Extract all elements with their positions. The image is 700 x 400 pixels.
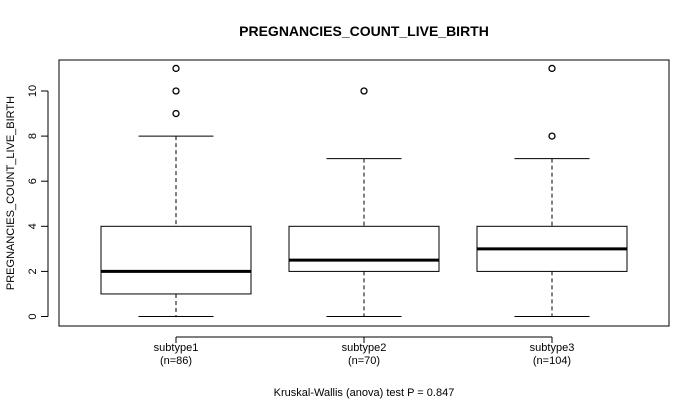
outlier-point (172, 64, 180, 73)
outlier-point (172, 109, 180, 118)
x-axis-label: Kruskal-Wallis (anova) test P = 0.847 (274, 387, 455, 399)
x-axis: subtype1(n=86) subtype2(n=70) subtype3(n=1… (154, 336, 575, 367)
iqr-box (288, 225, 440, 272)
y-tick-label: 4 (27, 223, 39, 229)
y-tick-label: 10 (27, 85, 39, 97)
outlier-point (172, 87, 180, 95)
y-tick-label: 8 (27, 133, 39, 139)
box-group-subtype3 (476, 64, 628, 317)
outlier-point (360, 87, 368, 95)
box-group-subtype1 (100, 64, 252, 317)
iqr-box (100, 225, 252, 295)
chart-title: PREGNANCIES_COUNT_LIVE_BIRTH (239, 23, 489, 39)
y-tick-label: 6 (27, 178, 39, 184)
y-tick-label: 2 (27, 268, 39, 274)
x-tick-count-label: (n=104) (533, 355, 571, 367)
y-tick-label: 0 (27, 313, 39, 319)
y-axis-label: PREGNANCIES_COUNT_LIVE_BIRTH (5, 96, 17, 290)
x-tick-label: subtype1 (154, 342, 199, 354)
box-groups (100, 64, 628, 317)
x-tick-count-label: (n=86) (160, 355, 192, 367)
box-group-subtype2 (288, 87, 440, 317)
x-tick-count-label: (n=70) (348, 355, 380, 367)
x-tick-label: subtype3 (530, 342, 575, 354)
y-axis: 0 2 4 6 8 10 (27, 85, 49, 320)
outlier-point (548, 64, 556, 73)
outlier-point (548, 132, 556, 140)
x-tick-label: subtype2 (342, 342, 387, 354)
plot-frame (58, 59, 670, 327)
